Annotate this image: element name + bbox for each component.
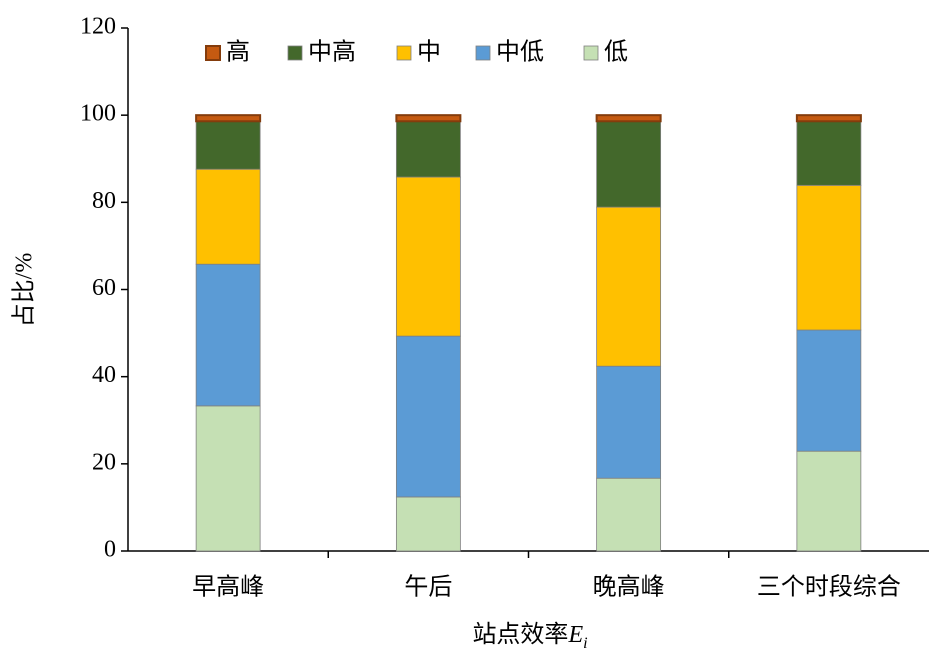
- y-tick-label: 0: [104, 537, 116, 563]
- legend-swatch: [205, 45, 221, 61]
- y-tick-label: 60: [92, 275, 116, 301]
- bar-segment: [795, 114, 862, 123]
- y-tick-label: 80: [92, 188, 116, 214]
- y-tick-label: 120: [80, 14, 116, 40]
- y-tick-label: 100: [80, 101, 116, 127]
- bar-segment: [796, 120, 862, 186]
- x-axis-label-text: 站点效率: [472, 621, 568, 648]
- x-axis-label: 站点效率Ei: [472, 621, 587, 652]
- y-axis-label: 占比/%: [11, 253, 38, 328]
- legend-swatch: [287, 45, 303, 61]
- x-tick-label: 晚高峰: [593, 574, 665, 601]
- legend-label: 中低: [496, 39, 544, 66]
- bar-segment: [195, 114, 262, 123]
- bar-segment: [395, 120, 461, 178]
- bar-segment: [395, 335, 461, 498]
- legend-swatch: [396, 45, 412, 61]
- x-axis-label-symbol: E: [567, 622, 583, 648]
- bar-segment: [595, 114, 662, 123]
- bar-segment: [596, 120, 662, 208]
- bar-segment: [596, 365, 662, 479]
- bar-segment: [395, 114, 462, 123]
- y-tick-label: 20: [92, 449, 116, 475]
- legend-swatch: [475, 45, 491, 61]
- bar-segment: [796, 329, 862, 452]
- bar-segment: [596, 477, 662, 552]
- bar-segment: [596, 206, 662, 367]
- bar-segment: [195, 168, 261, 265]
- legend-label: 高: [226, 39, 250, 66]
- bar-segment: [796, 450, 862, 552]
- legend-swatch: [583, 45, 599, 61]
- bar-segment: [395, 176, 461, 337]
- bar-segment: [395, 496, 461, 552]
- y-tick-label: 40: [92, 362, 116, 388]
- x-tick-label: 早高峰: [192, 574, 264, 601]
- x-tick-label: 三个时段综合: [757, 574, 901, 601]
- bar-segment: [796, 184, 862, 331]
- bar-segment: [195, 405, 261, 552]
- x-tick-label: 午后: [404, 574, 452, 601]
- bar-segment: [195, 263, 261, 407]
- legend-label: 中: [417, 39, 441, 66]
- x-axis-label-subscript: i: [583, 635, 587, 652]
- bar-segment: [195, 120, 261, 170]
- legend-label: 低: [604, 39, 628, 66]
- legend-label: 中高: [308, 39, 356, 66]
